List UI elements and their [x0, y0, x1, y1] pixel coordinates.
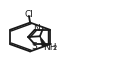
Text: 2: 2 — [52, 45, 57, 51]
Polygon shape — [40, 36, 47, 46]
Text: Cl: Cl — [24, 10, 33, 19]
Text: N: N — [33, 24, 40, 33]
Text: NH: NH — [43, 43, 57, 52]
Text: S: S — [32, 42, 38, 51]
